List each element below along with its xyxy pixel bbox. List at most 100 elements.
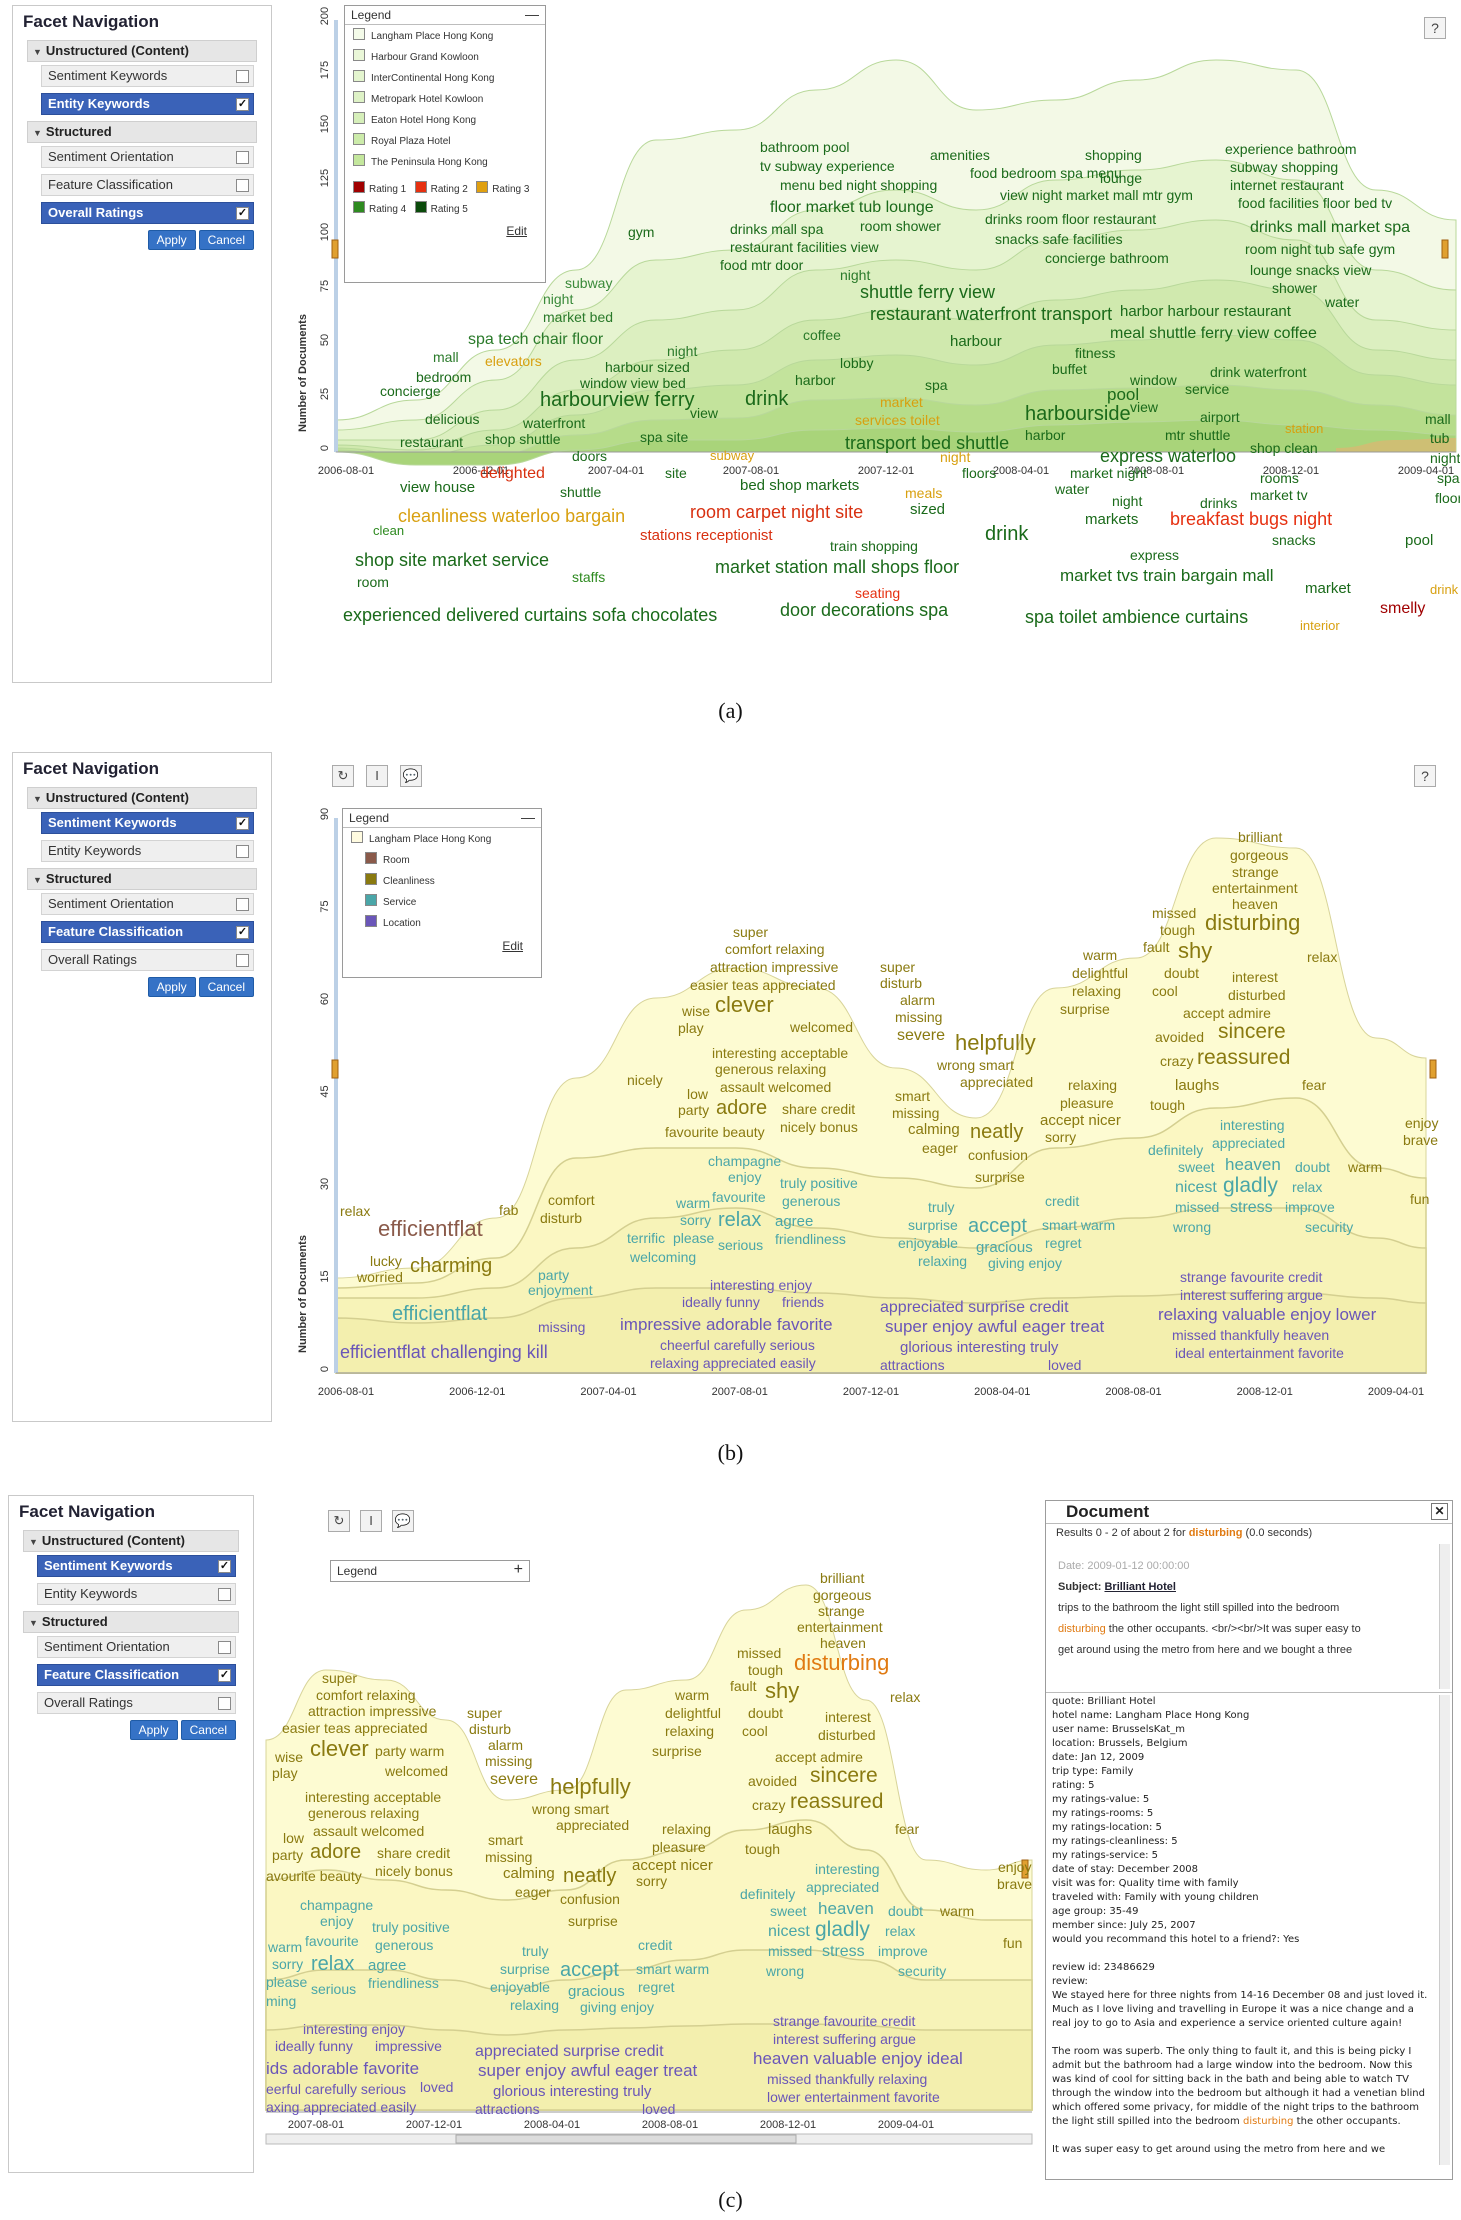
words_c-keyword[interactable]: giving enjoy: [580, 1999, 654, 2015]
words_a-keyword[interactable]: food mtr door: [720, 257, 804, 273]
comment-icon[interactable]: 💬: [400, 765, 422, 787]
apply-button[interactable]: Apply: [147, 230, 196, 250]
words_b-keyword[interactable]: super: [733, 924, 768, 940]
words_a-keyword[interactable]: shop site market service: [355, 550, 549, 570]
words_b-keyword[interactable]: lucky: [370, 1253, 402, 1269]
words_b-keyword[interactable]: relaxing appreciated easily: [650, 1355, 816, 1371]
group-unstructured[interactable]: ▼ Unstructured (Content): [27, 40, 257, 62]
words_c-keyword[interactable]: gracious: [568, 1983, 625, 2000]
words_b-keyword[interactable]: generous relaxing: [715, 1061, 826, 1077]
words_c-keyword[interactable]: fear: [895, 1821, 919, 1837]
words_a-keyword[interactable]: doors: [572, 448, 607, 464]
checkbox-checked[interactable]: ✓: [236, 98, 249, 111]
words_b-keyword[interactable]: regret: [1045, 1235, 1082, 1251]
words_b-keyword[interactable]: share credit: [782, 1101, 855, 1117]
checkbox[interactable]: [236, 954, 249, 967]
words_b-keyword[interactable]: sweet: [1178, 1159, 1215, 1175]
words_b-keyword[interactable]: definitely: [1148, 1142, 1203, 1158]
words_c-keyword[interactable]: party warm: [375, 1743, 444, 1759]
words_c-keyword[interactable]: delightful: [665, 1705, 721, 1721]
words_c-keyword[interactable]: loved: [420, 2079, 453, 2095]
words_b-keyword[interactable]: relaxing valuable enjoy lower: [1158, 1305, 1377, 1324]
words_c-keyword[interactable]: relaxing: [662, 1821, 711, 1837]
legend-hotel-item[interactable]: Royal Plaza Hotel: [345, 130, 545, 151]
words_b-keyword[interactable]: heaven: [1232, 896, 1278, 912]
facet-sentiment-keywords[interactable]: Sentiment Keywords: [41, 65, 254, 87]
words_b-keyword[interactable]: interest suffering argue: [1180, 1287, 1323, 1303]
words_b-keyword[interactable]: efficientflat: [392, 1303, 488, 1325]
words_b-keyword[interactable]: generous: [782, 1193, 840, 1209]
words_a-keyword[interactable]: subway: [565, 275, 612, 291]
words_c-keyword[interactable]: missing: [485, 1849, 532, 1865]
words_a-keyword[interactable]: bedroom: [416, 369, 471, 385]
words_b-keyword[interactable]: ideally funny: [682, 1294, 760, 1310]
words_a-keyword[interactable]: services toilet: [855, 412, 940, 428]
facet-overall-ratings[interactable]: Overall Ratings: [37, 1692, 236, 1714]
words_c-keyword[interactable]: warm: [267, 1939, 302, 1955]
words_c-keyword[interactable]: relaxing: [510, 1997, 559, 2013]
words_c-keyword[interactable]: party: [272, 1847, 303, 1863]
theme-river-a-svg[interactable]: 0 25 50 75 100 125 150 175 200 2006-08-01 2006-12-…: [280, 5, 1460, 685]
legend-edit-link[interactable]: Edit: [506, 224, 527, 238]
apply-button[interactable]: Apply: [147, 977, 196, 997]
words_a-keyword[interactable]: mtr shuttle: [1165, 427, 1231, 443]
words_a-keyword[interactable]: water: [1054, 481, 1090, 497]
words_a-keyword[interactable]: shower: [1272, 280, 1317, 296]
words_a-keyword[interactable]: pool: [1107, 385, 1139, 404]
words_c-keyword[interactable]: interesting acceptable: [305, 1789, 441, 1805]
words_c-keyword[interactable]: doubt: [888, 1903, 923, 1919]
words_b-keyword[interactable]: relax: [718, 1209, 761, 1231]
words_b-keyword[interactable]: truly positive: [780, 1175, 858, 1191]
words_b-keyword[interactable]: terrific: [627, 1230, 665, 1246]
words_c-keyword[interactable]: axing appreciated easily: [266, 2099, 416, 2115]
refresh-icon[interactable]: ↻: [332, 765, 354, 787]
words_a-keyword[interactable]: floor market tub lounge: [770, 199, 934, 216]
words_b-keyword[interactable]: fault: [1143, 939, 1170, 955]
words_a-keyword[interactable]: harbour: [950, 333, 1002, 350]
words_c-keyword[interactable]: truly positive: [372, 1919, 450, 1935]
words_b-keyword[interactable]: severe: [897, 1027, 945, 1044]
words_a-keyword[interactable]: concierge: [380, 383, 441, 399]
words_b-keyword[interactable]: appreciated surprise credit: [880, 1299, 1069, 1316]
words_c-keyword[interactable]: generous: [375, 1937, 433, 1953]
words_c-keyword[interactable]: interesting: [815, 1861, 880, 1877]
words_b-keyword[interactable]: interesting acceptable: [712, 1045, 848, 1061]
apply-button[interactable]: Apply: [129, 1720, 178, 1740]
words_b-keyword[interactable]: interesting: [1220, 1117, 1285, 1133]
words_c-keyword[interactable]: doubt: [748, 1705, 783, 1721]
words_b-keyword[interactable]: smart warm: [1042, 1217, 1115, 1233]
words_b-keyword[interactable]: fab: [499, 1202, 519, 1218]
words_b-keyword[interactable]: strange: [1232, 864, 1279, 880]
words_a-keyword[interactable]: drinks mall spa: [730, 221, 824, 237]
words_b-keyword[interactable]: warm: [1347, 1159, 1382, 1175]
words_b-keyword[interactable]: impressive adorable favorite: [620, 1315, 833, 1334]
cancel-button[interactable]: Cancel: [198, 230, 254, 250]
words_b-keyword[interactable]: confusion: [968, 1147, 1028, 1163]
words_b-keyword[interactable]: sorry: [1045, 1129, 1076, 1145]
words_c-keyword[interactable]: missed: [737, 1645, 781, 1661]
checkbox-checked[interactable]: ✓: [236, 926, 249, 939]
words_b-keyword[interactable]: nicest: [1175, 1179, 1217, 1196]
words_b-keyword[interactable]: serious: [718, 1237, 763, 1253]
legend-feature-room[interactable]: Room: [343, 849, 541, 870]
words_c-keyword[interactable]: relax: [885, 1923, 915, 1939]
words_a-keyword[interactable]: meals: [905, 485, 942, 501]
words_c-keyword[interactable]: ming: [266, 1993, 296, 2009]
words_b-keyword[interactable]: party: [678, 1102, 709, 1118]
legend-hotel-item[interactable]: Metropark Hotel Kowloon: [345, 88, 545, 109]
checkbox[interactable]: [218, 1588, 231, 1601]
words_c-keyword[interactable]: easier teas appreciated: [282, 1720, 428, 1736]
words_a-keyword[interactable]: tub: [1430, 430, 1450, 446]
words_b-keyword[interactable]: stress: [1230, 1199, 1273, 1216]
words_b-keyword[interactable]: nicely bonus: [780, 1119, 858, 1135]
words_c-keyword[interactable]: eager: [515, 1884, 551, 1900]
words_b-keyword[interactable]: champagne: [708, 1153, 781, 1169]
result-subject[interactable]: Subject: Brilliant Hotel: [1046, 1577, 1452, 1598]
words_b-keyword[interactable]: helpfully: [955, 1030, 1036, 1055]
words_b-keyword[interactable]: super enjoy awful eager treat: [885, 1317, 1105, 1336]
words_c-keyword[interactable]: pleasure: [652, 1839, 706, 1855]
words_a-keyword[interactable]: shopping: [1085, 147, 1142, 163]
legend-feature-location[interactable]: Location: [343, 912, 541, 933]
words_b-keyword[interactable]: relax: [1307, 949, 1337, 965]
words_b-keyword[interactable]: favourite: [712, 1189, 766, 1205]
